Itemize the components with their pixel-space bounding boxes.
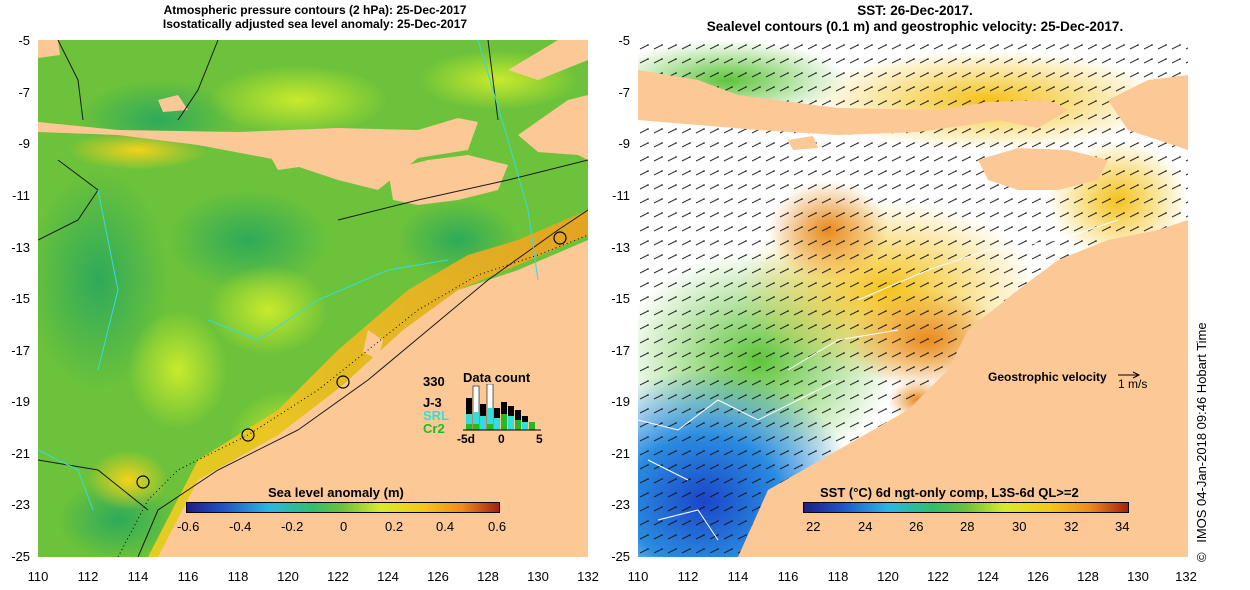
left-title-line2: Isostatically adjusted sea level anomaly… [162, 17, 468, 31]
sla-tick-1: -0.6 [177, 519, 200, 534]
australia-mainland-sst [738, 220, 1188, 557]
sst-tick-24: 24 [858, 519, 873, 534]
lat-tick: -15 [611, 291, 630, 306]
lat-tick: -15 [11, 291, 30, 306]
data-count-bars [463, 384, 541, 431]
lon-tick: 110 [627, 569, 649, 584]
lat-tick: -11 [12, 188, 30, 203]
sst-map [638, 40, 1188, 557]
lon-tick: 120 [277, 569, 299, 584]
lat-tick: -13 [611, 240, 630, 255]
data-count-axis-neg5: -5d [457, 432, 475, 446]
lat-tick: -23 [11, 497, 30, 512]
lat-tick: -7 [18, 85, 30, 100]
lon-tick: 130 [1127, 569, 1149, 584]
lon-tick: 110 [27, 569, 49, 584]
series-label-cr2: Cr2 [423, 421, 445, 436]
lon-tick: 126 [427, 569, 449, 584]
right-panel-title: SST: 26-Dec-2017. Sealevel contours (0.1… [640, 3, 1190, 35]
lon-tick: 114 [127, 569, 149, 584]
sst-colorbar-title: SST (°C) 6d ngt-only comp, L3S-6d QL>=2 [820, 485, 1079, 500]
lat-tick: -25 [11, 549, 30, 564]
lat-tick: -21 [11, 446, 30, 461]
sst-tick-32: 32 [1064, 519, 1079, 534]
australia-mainland [158, 240, 588, 557]
sst-colorbar-bar [803, 502, 1129, 513]
lon-tick: 118 [227, 569, 249, 584]
lon-tick: 132 [577, 569, 599, 584]
credit-text: IMOS 04-Jan-2018 09:46 Hobart Time [1194, 322, 1209, 543]
lon-tick: 126 [1027, 569, 1049, 584]
lat-tick: -21 [611, 446, 630, 461]
sla-tick-7: 0.6 [488, 519, 507, 534]
java-island [38, 118, 478, 190]
lon-tick: 132 [1175, 569, 1197, 584]
lat-tick: -5 [18, 33, 30, 48]
sea-level-colorbar-bar [186, 502, 500, 513]
lat-tick: -19 [611, 394, 630, 409]
sla-tick-4: 0 [340, 519, 348, 534]
lon-tick: 122 [927, 569, 949, 584]
lon-tick: 118 [827, 569, 849, 584]
lat-tick: -19 [11, 394, 30, 409]
data-count-axis-0: 0 [498, 432, 505, 446]
sla-tick-2: -0.4 [229, 519, 252, 534]
lat-tick: -23 [611, 497, 630, 512]
lat-tick: -9 [618, 136, 630, 151]
data-count-max: 330 [423, 374, 445, 389]
sst-tick-22: 22 [806, 519, 821, 534]
sea-level-colorbar-title: Sea level anomaly (m) [268, 485, 404, 500]
lat-tick: -9 [18, 136, 30, 151]
left-panel-title: Atmospheric pressure contours (2 hPa): 2… [40, 3, 590, 31]
series-label-srl: SRL [423, 408, 449, 423]
lon-tick: 124 [377, 569, 399, 584]
lat-tick: -7 [618, 85, 630, 100]
sst-tick-30: 30 [1012, 519, 1027, 534]
data-count-title: Data count [463, 370, 531, 385]
lat-tick: -13 [11, 240, 30, 255]
sla-tick-6: 0.4 [436, 519, 455, 534]
data-count-axis-5: 5 [536, 432, 543, 446]
lon-tick: 112 [677, 569, 699, 584]
lon-tick: 122 [327, 569, 349, 584]
lat-tick: -17 [611, 343, 630, 358]
sla-tick-3: -0.2 [281, 519, 304, 534]
velocity-legend-arrow [1118, 371, 1141, 379]
sst-tick-26: 26 [909, 519, 924, 534]
java-island-sst [638, 70, 1068, 135]
lat-tick: -5 [618, 33, 630, 48]
copyright-symbol: © [1194, 552, 1209, 562]
lat-tick: -11 [612, 188, 630, 203]
velocity-legend-label: Geostrophic velocity [988, 370, 1107, 384]
right-title-line2: Sealevel contours (0.1 m) and geostrophi… [706, 19, 1124, 34]
lon-tick: 128 [1077, 569, 1099, 584]
imos-credit: © IMOS 04-Jan-2018 09:46 Hobart Time [1194, 322, 1209, 562]
lon-tick: 128 [477, 569, 499, 584]
series-label-j3: J-3 [423, 395, 442, 410]
sst-tick-34: 34 [1115, 519, 1130, 534]
sst-tick-28: 28 [960, 519, 975, 534]
lat-tick: -25 [611, 549, 630, 564]
sla-tick-5: 0.2 [385, 519, 404, 534]
lon-tick: 116 [777, 569, 799, 584]
lon-tick: 124 [977, 569, 999, 584]
right-title-line1: SST: 26-Dec-2017. [857, 3, 973, 18]
sea-level-anomaly-map [38, 40, 588, 557]
lon-tick: 114 [727, 569, 749, 584]
velocity-legend-scale: 1 m/s [1118, 377, 1148, 391]
lat-tick: -17 [11, 343, 30, 358]
left-title-line1: Atmospheric pressure contours (2 hPa): 2… [163, 3, 467, 17]
lon-tick: 112 [77, 569, 99, 584]
lon-tick: 120 [877, 569, 899, 584]
lon-tick: 116 [177, 569, 199, 584]
lon-tick: 130 [527, 569, 549, 584]
